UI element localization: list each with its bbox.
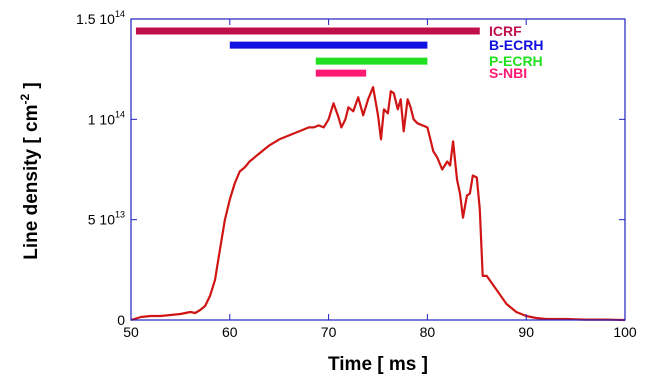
- y-tick-label: 0: [117, 312, 125, 328]
- y-tick-label: 1.5 1014: [76, 9, 125, 27]
- x-tick-label: 60: [222, 324, 238, 340]
- y-axis-label-exp: -2: [18, 94, 32, 105]
- y-tick-labels: 0 5 1013 1 1014 1.5 1014: [76, 9, 125, 328]
- heating-period-bars: [135, 27, 480, 77]
- x-tick-label: 80: [420, 324, 436, 340]
- series-group: [130, 86, 626, 322]
- legend-label-icrf: ICRF: [489, 23, 522, 39]
- plot-frame: [130, 18, 626, 321]
- x-tick-label: 70: [321, 324, 337, 340]
- x-tick-labels: 50 60 70 80 90 100: [123, 324, 637, 340]
- y-axis-label-main: Line density [ cm: [21, 105, 42, 260]
- axis-ticks: [130, 18, 626, 321]
- x-axis-label: Time [ ms ]: [328, 354, 428, 375]
- x-tick-label: 50: [123, 324, 139, 340]
- y-tick-label: 5 1013: [88, 210, 125, 228]
- x-tick-label: 90: [518, 324, 534, 340]
- y-axis-label: Line density [ cm-2 ]: [18, 82, 42, 259]
- legend-label-p-ecrh: P-ECRH: [489, 53, 543, 69]
- density-series-line: [130, 86, 626, 322]
- legend-label-b-ecrh: B-ECRH: [489, 37, 543, 53]
- y-axis-label-end: ]: [21, 82, 42, 94]
- legend-label-s-nbi: S-NBI: [489, 65, 527, 81]
- x-tick-label: 100: [613, 324, 637, 340]
- y-tick-label: 1 1014: [88, 109, 125, 127]
